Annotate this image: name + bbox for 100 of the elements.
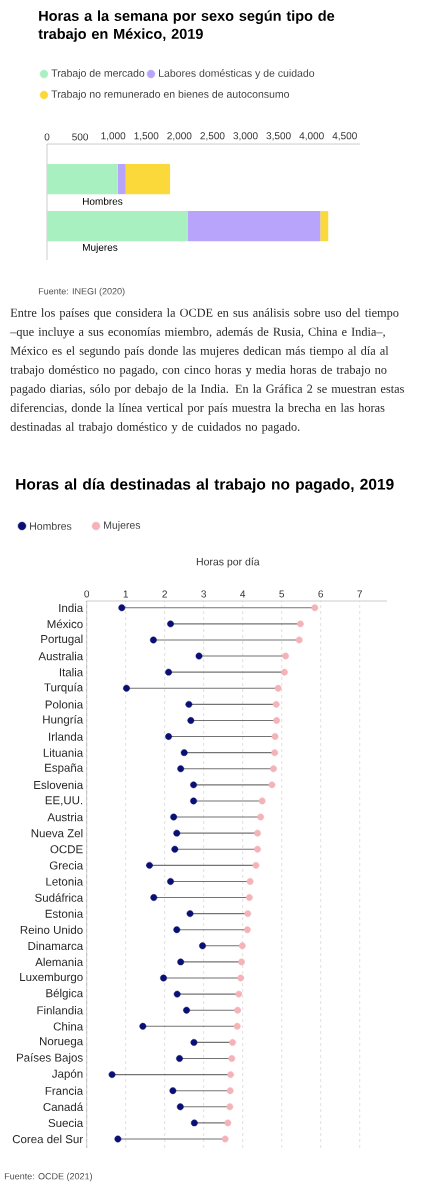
y-tick-label: Nueva Zel <box>31 828 83 838</box>
point <box>118 604 126 612</box>
y-tick-label: Grecia <box>49 861 84 870</box>
y-tick-label: España <box>45 763 84 775</box>
point <box>237 974 245 982</box>
chart-title: Horas al día destinadas al trabajo no pagado, 2019 <box>16 478 394 493</box>
point <box>243 926 251 934</box>
point <box>257 813 265 821</box>
point <box>190 1119 198 1127</box>
y-tick-label: Australia <box>38 651 84 661</box>
y-tick-label: Suecia <box>48 1118 84 1128</box>
y-tick-label: Reino Unido <box>20 925 83 934</box>
point <box>274 684 282 692</box>
point <box>226 1103 234 1111</box>
x-tick-label: 0 <box>44 133 50 141</box>
x-tick-label: 7 <box>357 590 362 598</box>
point <box>268 781 276 789</box>
x-tick-label: 3 <box>201 590 207 598</box>
x-tick-label: 1,500 <box>134 132 159 141</box>
point <box>167 620 174 628</box>
x-tick-label: 4,000 <box>299 132 324 141</box>
y-tick-label: Austria <box>47 812 84 822</box>
y-tick-label: Francia <box>45 1086 84 1095</box>
point <box>238 942 246 950</box>
point <box>282 652 289 660</box>
legend-label: Mujeres <box>104 521 141 531</box>
legend-label: Trabajo no remunerado en bienes de autoconsumo <box>51 90 290 100</box>
y-tick-label: Bélgica <box>46 988 84 1000</box>
point <box>271 733 279 740</box>
point <box>150 894 158 901</box>
point <box>171 845 179 853</box>
point <box>169 1087 177 1095</box>
x-tick-label: 2 <box>162 590 167 598</box>
point <box>221 1135 229 1143</box>
chart-title: Horas a la semana por sexo según tipo de trabajo en México, 2019 <box>38 10 335 42</box>
y-tick-label: Alemania <box>35 957 84 967</box>
point <box>199 942 206 950</box>
y-tick-label: Japón <box>52 1069 83 1081</box>
y-tick-label: Sudáfrica <box>35 893 84 902</box>
point <box>224 1119 232 1127</box>
y-tick-label: Hungría <box>43 715 84 726</box>
point <box>165 733 172 740</box>
y-tick-label: India <box>59 603 84 612</box>
point <box>271 749 279 757</box>
point <box>187 717 195 724</box>
point <box>185 700 193 708</box>
point <box>173 990 181 998</box>
point <box>295 636 303 644</box>
y-tick-label: OCDE <box>50 845 83 854</box>
y-tick-label: Polonia <box>45 700 84 709</box>
x-tick-label: 0 <box>84 590 90 598</box>
point <box>273 717 281 724</box>
text: Entre los países que considera la OCDE en sus análisis sobre uso del tiempo –que incluye a sus economías miembro, además de Rusia, China e India–, México es el segundo país donde las mujeres dedican más tiempo al día al trabajo doméstico no pagado, con cinco horas y media horas de trabajo no pagado diarias, sólo por debajo de la India. En la Gráfica 2 se muestran estas diferencias, donde la línea vertical por país muestra la brecha en las horas destinadas al trabajo doméstico y de cuidados no pagado. <box>10 308 404 434</box>
x-tick-label: 1,000 <box>101 132 126 141</box>
x-tick-label: 1 <box>123 590 128 598</box>
x-tick-label: 3,000 <box>233 132 258 141</box>
point <box>281 668 288 676</box>
y-tick-label: Irlanda <box>49 732 84 741</box>
y-tick-label: Finlandia <box>37 1005 84 1015</box>
point <box>177 765 185 773</box>
y-tick-label: Lituania <box>43 748 84 757</box>
point <box>160 974 167 982</box>
legend-label: Labores domésticas y de cuidado <box>159 69 315 79</box>
y-tick-label: Turquía <box>44 682 84 694</box>
point <box>252 861 260 869</box>
point <box>272 700 280 708</box>
point <box>190 797 197 805</box>
x-tick-label: 3,500 <box>266 132 291 141</box>
point <box>227 1071 234 1078</box>
point <box>235 990 243 998</box>
source-note: Fuente: OCDE (2021) <box>4 1172 93 1182</box>
point <box>228 1055 236 1062</box>
y-tick-label: Italia <box>59 667 84 677</box>
point <box>297 620 304 628</box>
point <box>195 652 203 660</box>
x-tick-label: 5 <box>279 590 285 598</box>
point <box>139 1022 147 1030</box>
point <box>254 845 261 853</box>
point <box>233 1022 241 1030</box>
y-tick-label: Canadá <box>43 1102 84 1112</box>
point <box>246 878 254 885</box>
point <box>173 926 181 934</box>
point <box>173 829 181 837</box>
point <box>167 878 174 885</box>
point <box>270 765 277 773</box>
point <box>245 894 253 901</box>
x-tick-label: 4 <box>240 590 246 598</box>
point <box>238 958 245 966</box>
x-tick-label: 4,500 <box>332 132 357 141</box>
point <box>149 636 157 644</box>
point <box>244 910 252 918</box>
y-tick-label: China <box>53 1022 84 1031</box>
point <box>190 1039 198 1046</box>
point <box>177 958 185 966</box>
point <box>146 861 153 869</box>
point <box>180 749 188 757</box>
point <box>123 684 130 692</box>
y-tick-label: Noruega <box>39 1037 84 1048</box>
source-note: Fuente: INEGI (2020) <box>38 287 125 297</box>
y-tick-label: EE,UU. <box>45 796 83 806</box>
